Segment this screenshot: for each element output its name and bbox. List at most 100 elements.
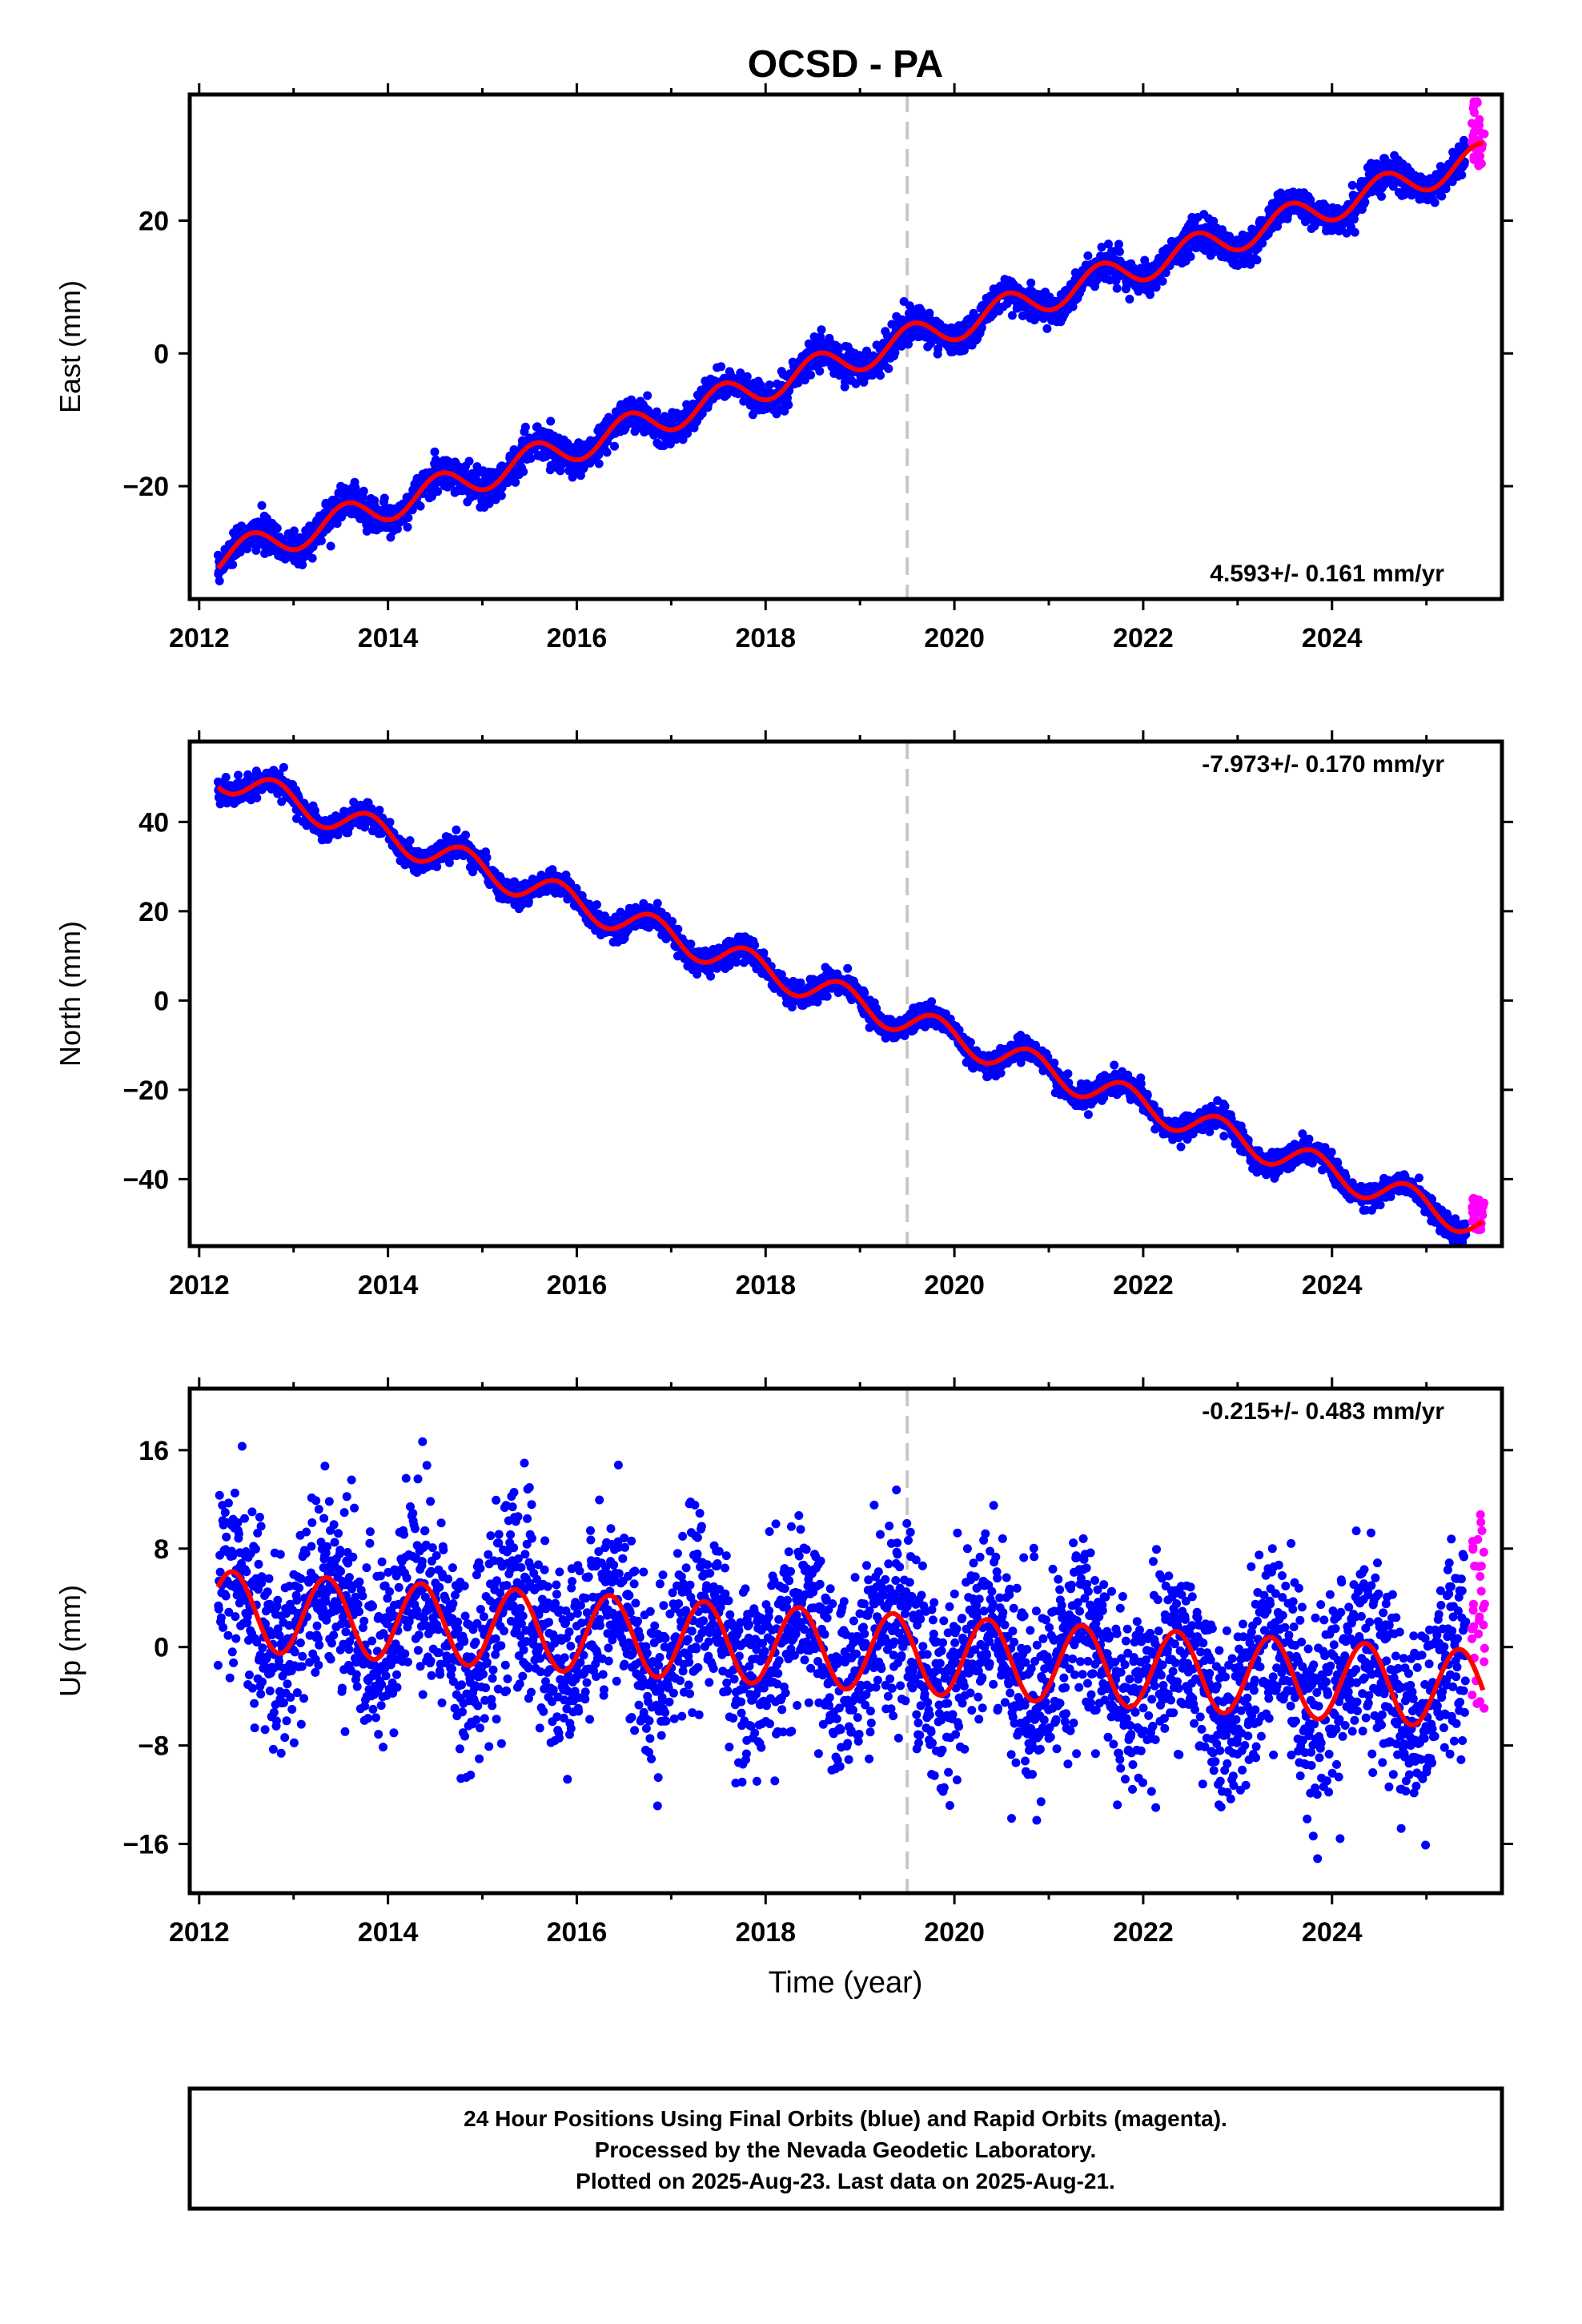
data-point xyxy=(433,487,443,497)
final-orbit-points xyxy=(213,762,1471,1246)
data-point xyxy=(1447,177,1457,187)
data-point xyxy=(1430,198,1439,207)
data-point xyxy=(1114,247,1124,256)
data-point xyxy=(386,533,396,542)
data-point xyxy=(742,372,752,381)
data-point xyxy=(403,522,412,532)
x-tick-label: 2012 xyxy=(169,623,230,653)
data-point xyxy=(594,459,604,468)
data-point xyxy=(307,553,317,563)
data-point xyxy=(405,836,415,846)
data-point xyxy=(464,456,474,466)
rapid-orbit-points xyxy=(1467,97,1489,171)
data-point xyxy=(416,501,425,511)
data-point xyxy=(1151,283,1161,292)
data-point xyxy=(673,924,683,934)
data-point xyxy=(1349,215,1359,224)
data-point xyxy=(833,345,843,355)
y-axis-label: East (mm) xyxy=(54,280,86,413)
data-point xyxy=(430,447,440,456)
data-point xyxy=(520,422,530,432)
data-point xyxy=(806,370,816,380)
data-point xyxy=(379,493,389,503)
data-point xyxy=(546,416,556,426)
data-point xyxy=(876,371,885,380)
data-point xyxy=(925,308,934,318)
data-point xyxy=(257,501,267,510)
data-point xyxy=(784,400,793,410)
data-point xyxy=(884,364,893,373)
data-point xyxy=(452,825,461,834)
data-point xyxy=(1457,171,1467,179)
data-point xyxy=(1146,290,1154,300)
data-point xyxy=(234,770,243,780)
data-point xyxy=(904,340,913,349)
chart-title: OCSD - PA xyxy=(748,43,943,86)
data-point xyxy=(862,346,871,356)
data-point xyxy=(289,526,299,536)
data-point xyxy=(1377,191,1386,201)
data-point xyxy=(526,453,536,463)
data-point xyxy=(1347,180,1357,190)
data-point xyxy=(484,499,494,509)
data-point xyxy=(1112,283,1122,293)
data-point xyxy=(809,332,819,341)
data-point xyxy=(800,376,809,385)
data-point xyxy=(652,407,661,416)
x-tick-label: 2016 xyxy=(547,623,608,653)
data-point xyxy=(279,762,288,772)
rapid-point xyxy=(1474,161,1484,171)
rapid-point xyxy=(1475,120,1484,130)
x-tick-label: 2018 xyxy=(735,623,796,653)
x-tick-label: 2014 xyxy=(358,623,419,653)
data-point xyxy=(1321,202,1331,211)
data-point xyxy=(977,323,986,332)
data-point xyxy=(1114,239,1123,249)
data-point xyxy=(1104,239,1113,249)
data-point xyxy=(404,513,413,522)
x-tick-label: 2024 xyxy=(1302,623,1363,653)
data-point xyxy=(815,366,825,376)
data-point xyxy=(1125,295,1134,304)
data-point xyxy=(1186,252,1195,261)
x-tick-label: 2022 xyxy=(1113,623,1174,653)
data-point xyxy=(890,348,900,357)
data-point xyxy=(602,448,612,457)
data-point xyxy=(627,395,636,404)
data-point xyxy=(1007,311,1017,320)
data-point xyxy=(1350,227,1359,237)
data-point xyxy=(482,853,492,862)
data-point xyxy=(817,325,826,335)
rate-annotation: 4.593+/- 0.161 mm/yr xyxy=(1210,561,1444,587)
data-point xyxy=(697,408,707,418)
data-point xyxy=(326,541,335,551)
data-point xyxy=(1437,191,1447,201)
data-point xyxy=(1360,197,1370,207)
x-tick-label: 2020 xyxy=(924,623,985,653)
data-point xyxy=(748,410,757,420)
rapid-point xyxy=(1473,149,1483,159)
data-point xyxy=(228,560,238,569)
data-point xyxy=(215,576,224,585)
data-point xyxy=(251,545,261,555)
data-point xyxy=(1042,324,1052,333)
data-point xyxy=(668,917,677,926)
data-point xyxy=(765,380,774,390)
rapid-point xyxy=(1469,97,1479,107)
data-point xyxy=(1258,239,1267,248)
data-point xyxy=(1158,276,1167,286)
panel-frame xyxy=(187,92,1504,601)
rapid-point xyxy=(1478,129,1487,139)
data-point xyxy=(592,900,601,910)
data-point xyxy=(1246,259,1255,269)
data-point xyxy=(511,477,520,487)
data-point xyxy=(1134,287,1143,296)
y-tick-label: −20 xyxy=(122,472,169,502)
data-point xyxy=(717,362,726,372)
y-tick-label: 20 xyxy=(139,207,169,237)
data-point xyxy=(917,307,926,316)
panel-1: 2012 2014 2016 2018 2020 2022 202440200−20−40N… xyxy=(54,730,1513,1301)
data-point xyxy=(272,524,282,533)
